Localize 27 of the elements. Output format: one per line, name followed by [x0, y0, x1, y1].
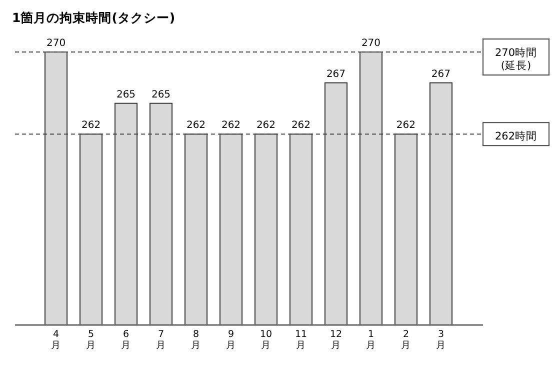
x-tick-label: 4月 — [51, 329, 62, 351]
x-tick-label: 5月 — [86, 329, 96, 351]
ref-line-label: 270時間 (延長) — [494, 46, 538, 72]
x-tick-label: 10月 — [260, 329, 272, 351]
data-label: 262 — [81, 120, 101, 132]
x-tick-label: 6月 — [121, 329, 132, 351]
data-label: 262 — [221, 120, 241, 132]
data-label: 262 — [186, 120, 206, 132]
x-tick-label: 9月 — [226, 329, 236, 351]
x-tick-label: 2月 — [400, 329, 411, 351]
data-label: 265 — [116, 89, 136, 100]
data-label: 267 — [326, 68, 346, 80]
data-label: 267 — [431, 68, 451, 80]
data-label: 270 — [361, 38, 381, 49]
x-tick-label: 8月 — [191, 329, 202, 351]
data-label: 262 — [256, 120, 276, 132]
data-label: 262 — [291, 120, 311, 132]
x-tick-label: 7月 — [156, 329, 166, 351]
data-label: 265 — [151, 89, 171, 100]
x-tick-label: 12月 — [330, 329, 342, 351]
data-label: 262 — [396, 120, 416, 132]
x-tick-label: 3月 — [436, 329, 446, 351]
ref-line-label: 262時間 — [494, 130, 538, 143]
x-tick-label: 1月 — [366, 329, 376, 351]
data-label: 270 — [46, 38, 66, 49]
chart-title: 1箇月の拘束時間(タクシー) — [12, 10, 176, 25]
x-tick-label: 11月 — [294, 329, 308, 351]
